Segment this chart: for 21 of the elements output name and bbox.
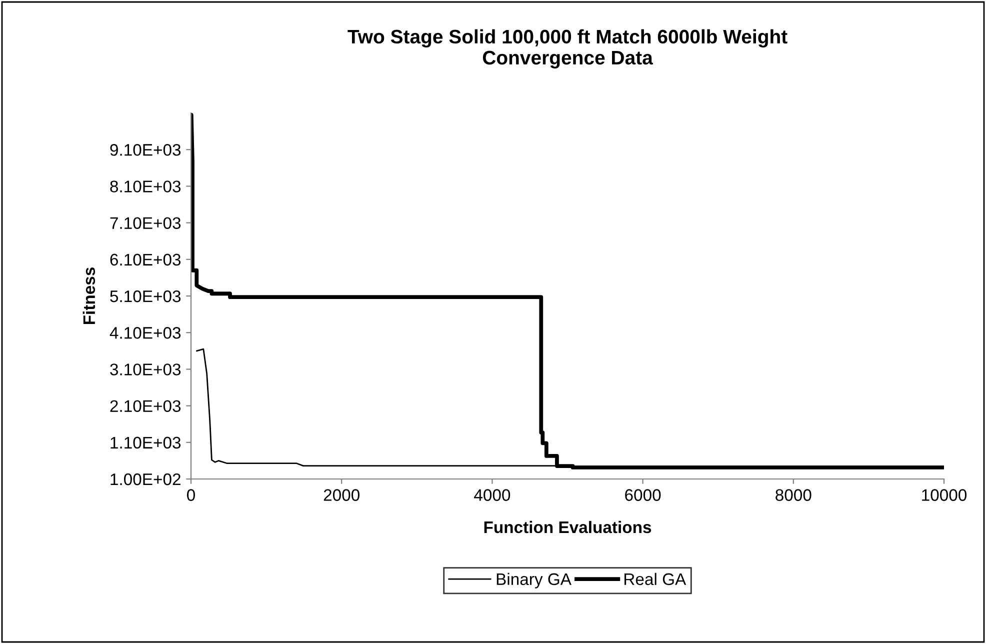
y-tick-label: 4.10E+03	[110, 327, 181, 339]
y-tick-label: 6.10E+03	[110, 254, 181, 266]
chart-title: Two Stage Solid 100,000 ft Match 6000lb Weight Convergence Data	[348, 29, 788, 69]
y-axis-title: Fitness	[82, 268, 96, 324]
y-tick-label: 1.00E+02	[110, 473, 180, 486]
y-tick-label: 3.10E+03	[110, 364, 181, 376]
y-tick-label: 9.10E+03	[110, 144, 181, 156]
x-tick-label: 0	[187, 489, 195, 501]
x-tick-label: 6000	[625, 489, 661, 501]
y-tick-label: 1.10E+03	[110, 436, 181, 449]
y-tick-label: 8.10E+03	[110, 180, 181, 192]
x-axis-title: Function Evaluations	[484, 520, 652, 534]
y-tick-label: 2.10E+03	[110, 400, 181, 412]
x-tick-label: 10000	[922, 489, 967, 501]
x-tick-label: 8000	[776, 489, 812, 501]
y-tick-label: 7.10E+03	[110, 217, 181, 230]
y-tick-label: 5.10E+03	[110, 290, 181, 302]
legend-label: Binary GA	[496, 572, 572, 588]
x-tick-label: 4000	[474, 489, 510, 501]
x-tick-label: 2000	[324, 489, 360, 501]
legend-label: Real GA	[624, 572, 686, 586]
